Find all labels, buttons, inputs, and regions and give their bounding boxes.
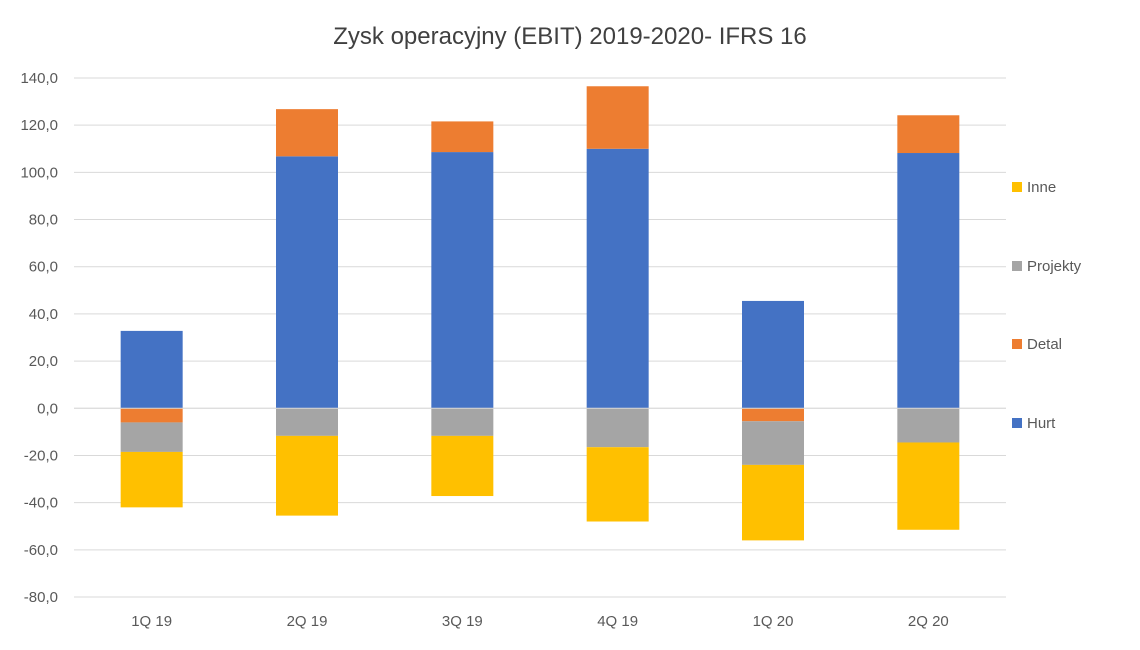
bar-hurt-4q19	[586, 148, 649, 409]
legend-swatch-inne	[1012, 182, 1022, 192]
y-tick-label: -20,0	[24, 447, 58, 464]
x-tick-label: 2Q 19	[287, 613, 328, 630]
y-tick-label: -80,0	[24, 589, 58, 606]
y-tick-label: 100,0	[20, 164, 58, 181]
legend: Inne Projekty Detal Hurt	[1012, 179, 1082, 432]
x-axis-tick-labels: 1Q 19 2Q 19 3Q 19 4Q 19 1Q 20 2Q 20	[131, 613, 949, 630]
y-tick-label: -60,0	[24, 542, 58, 559]
bar-projekty-4q19	[586, 408, 649, 448]
bar-hurt-3q19	[431, 152, 494, 409]
bar-detal-2q20	[897, 115, 960, 154]
y-tick-label: 0,0	[37, 400, 58, 417]
bar-inne-4q19	[586, 447, 649, 522]
y-tick-label: 20,0	[29, 353, 58, 370]
bar-inne-1q19	[120, 451, 183, 508]
x-tick-label: 4Q 19	[597, 613, 638, 630]
legend-label-hurt: Hurt	[1027, 415, 1056, 432]
y-tick-label: 60,0	[29, 259, 58, 276]
legend-label-projekty: Projekty	[1027, 258, 1082, 275]
y-tick-label: 80,0	[29, 212, 58, 229]
x-tick-label: 1Q 19	[131, 613, 172, 630]
x-tick-label: 3Q 19	[442, 613, 483, 630]
y-tick-label: 140,0	[20, 70, 58, 87]
y-tick-label: 120,0	[20, 117, 58, 134]
y-tick-label: 40,0	[29, 306, 58, 323]
legend-swatch-detal	[1012, 339, 1022, 349]
legend-label-detal: Detal	[1027, 336, 1062, 353]
bar-inne-2q19	[276, 435, 338, 516]
bar-projekty-1q20	[742, 421, 804, 465]
bar-detal-2q19	[276, 109, 338, 157]
bar-projekty-2q19	[276, 408, 338, 436]
legend-swatch-projekty	[1012, 261, 1022, 271]
bar-hurt-1q20	[742, 300, 804, 409]
chart-title: Zysk operacyjny (EBIT) 2019-2020- IFRS 1…	[333, 23, 807, 50]
bar-detal-3q19	[431, 121, 494, 153]
bar-detal-4q19	[586, 86, 649, 149]
bar-projekty-1q19	[120, 422, 183, 452]
bar-detal-1q19	[120, 408, 183, 423]
bar-projekty-3q19	[431, 408, 494, 436]
gridlines	[74, 77, 1006, 598]
bar-hurt-2q20	[897, 153, 960, 409]
bar-hurt-2q19	[276, 156, 338, 409]
bar-hurt-1q19	[120, 330, 183, 409]
bar-inne-2q20	[897, 442, 960, 530]
bar-inne-1q20	[742, 464, 804, 541]
bar-projekty-2q20	[897, 408, 960, 443]
bar-detal-1q20	[742, 408, 804, 422]
y-tick-label: -40,0	[24, 495, 58, 512]
bars	[74, 86, 1006, 541]
legend-label-inne: Inne	[1027, 179, 1056, 196]
x-tick-label: 2Q 20	[908, 613, 949, 630]
legend-swatch-hurt	[1012, 418, 1022, 428]
x-tick-label: 1Q 20	[753, 613, 794, 630]
bar-inne-3q19	[431, 435, 494, 497]
y-axis-tick-labels: -80,0 -60,0 -40,0 -20,0 0,0 20,0 40,0 60,0 80,0 1…	[20, 70, 58, 606]
